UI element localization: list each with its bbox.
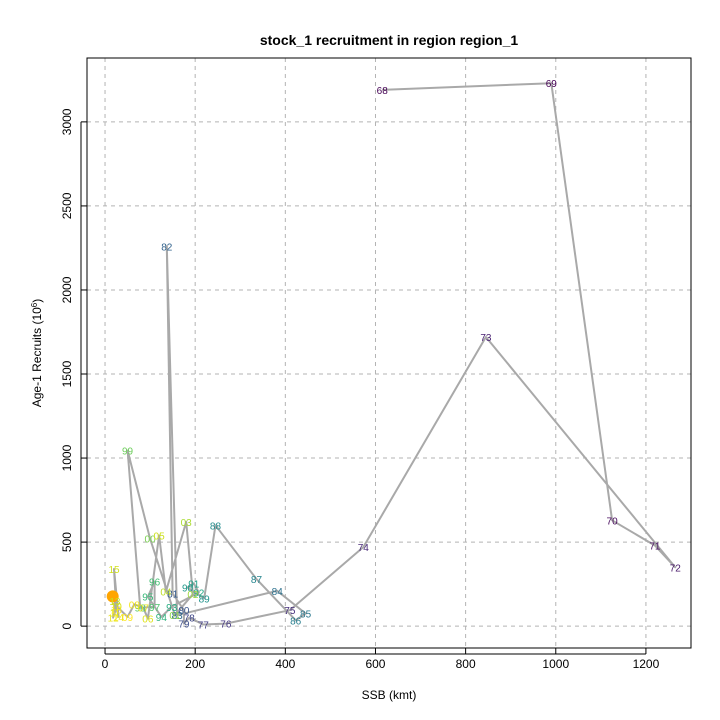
y-tick-label: 2000: [60, 276, 74, 303]
year-label-00: 00: [145, 535, 157, 546]
year-label-02: 02: [187, 590, 199, 601]
y-tick-label: 1000: [60, 444, 74, 471]
year-label-10: 10: [111, 602, 123, 613]
grid-lines: [87, 58, 691, 648]
year-label-83: 83: [172, 611, 184, 622]
year-label-69: 69: [546, 79, 558, 90]
year-label-68: 68: [377, 86, 389, 97]
x-tick-label: 800: [456, 657, 476, 671]
x-tick-label: 400: [275, 657, 295, 671]
year-label-04: 04: [160, 588, 172, 599]
year-label-08: 08: [129, 600, 141, 611]
x-tick-label: 0: [102, 657, 109, 671]
year-label-89: 89: [199, 594, 211, 605]
year-label-07: 07: [138, 604, 150, 615]
y-axis-label-close: ): [30, 299, 44, 303]
x-axis-label: SSB (kmt): [362, 688, 417, 702]
x-tick-label: 1000: [542, 657, 569, 671]
year-label-70: 70: [607, 516, 619, 527]
year-label-96: 96: [149, 578, 161, 589]
year-label-99: 99: [122, 446, 134, 457]
year-label-71: 71: [649, 541, 661, 552]
year-label-98: 98: [135, 604, 147, 615]
year-label-84: 84: [272, 587, 284, 598]
year-label-03: 03: [181, 518, 193, 529]
y-tick-label: 0: [60, 622, 74, 629]
year-label-09: 09: [122, 613, 134, 624]
x-tick-label: 600: [365, 657, 385, 671]
year-label-82: 82: [161, 242, 173, 253]
year-label-81: 81: [167, 589, 179, 600]
year-label-75: 75: [284, 606, 296, 617]
chart-title: stock_1 recruitment in region region_1: [260, 32, 519, 48]
year-label-93: 93: [166, 603, 178, 614]
year-label-06: 06: [142, 615, 154, 626]
y-axis-label-exp: 6: [30, 302, 39, 307]
year-label-11: 11: [110, 609, 121, 620]
year-label-73: 73: [480, 333, 492, 344]
year-label-79: 79: [178, 620, 190, 631]
year-label-95: 95: [142, 593, 154, 604]
y-tick-label: 2500: [60, 192, 74, 219]
year-label-80: 80: [178, 606, 190, 617]
y-axis-label: Age-1 Recruits (106): [30, 299, 45, 408]
year-label-91: 91: [188, 579, 200, 590]
year-label-90: 90: [182, 583, 194, 594]
year-label-72: 72: [670, 563, 682, 574]
recruitment-path: [112, 82, 677, 626]
year-label-97: 97: [149, 603, 161, 614]
y-axis-label-main: Age-1 Recruits (10: [30, 307, 44, 407]
x-tick-label: 1200: [633, 657, 660, 671]
year-label-85: 85: [300, 610, 312, 621]
year-label-78: 78: [184, 614, 196, 625]
y-tick-label: 1500: [60, 360, 74, 387]
year-label-15: 15: [108, 565, 120, 576]
year-label-16: 16: [111, 605, 123, 616]
year-label-77: 77: [198, 620, 210, 631]
year-label-74: 74: [358, 543, 370, 554]
x-tick-label: 200: [185, 657, 205, 671]
y-tick-label: 3000: [60, 108, 74, 135]
year-label-76: 76: [220, 620, 232, 631]
year-label-88: 88: [210, 521, 222, 532]
year-label-05: 05: [154, 531, 166, 542]
series-line: [112, 82, 677, 626]
year-label-87: 87: [251, 575, 263, 586]
year-label-14: 14: [113, 613, 125, 624]
y-tick-label: 500: [60, 532, 74, 552]
axes: 0 200 400 600 800 1000 12000500100015002000250…: [60, 108, 660, 671]
current-point-marker: [106, 590, 119, 603]
year-label-13: 13: [109, 597, 121, 608]
year-label-94: 94: [156, 613, 168, 624]
year-label-86: 86: [290, 616, 302, 627]
plot-frame: [86, 57, 692, 649]
year-label-92: 92: [193, 589, 205, 600]
year-label-12: 12: [108, 614, 120, 625]
year-label-01: 01: [169, 611, 181, 622]
